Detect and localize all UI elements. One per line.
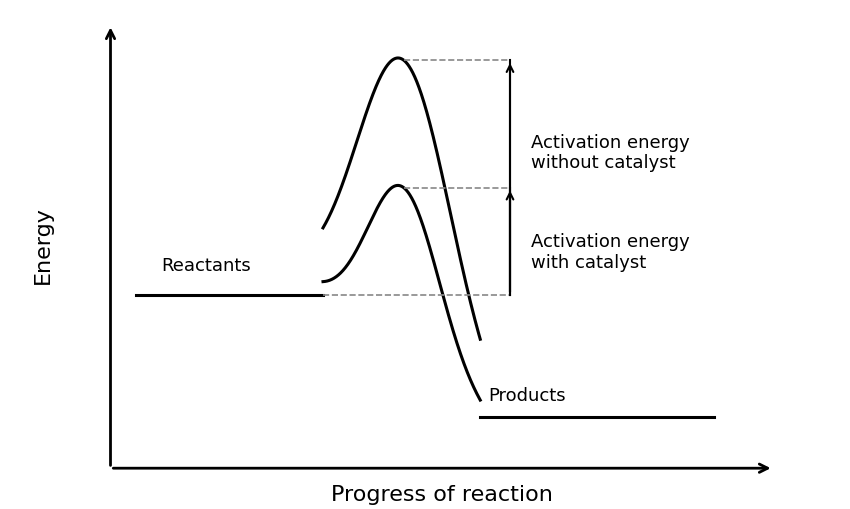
Text: Progress of reaction: Progress of reaction — [331, 484, 553, 504]
Text: Reactants: Reactants — [162, 257, 252, 275]
Text: Activation energy
with catalyst: Activation energy with catalyst — [531, 233, 690, 271]
Text: Products: Products — [489, 387, 566, 405]
Text: Energy: Energy — [32, 206, 53, 283]
Text: Activation energy
without catalyst: Activation energy without catalyst — [531, 133, 690, 172]
